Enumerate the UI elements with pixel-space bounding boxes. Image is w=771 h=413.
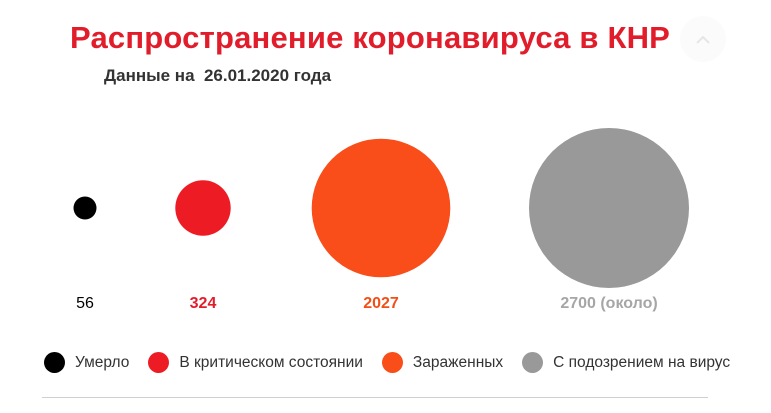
value-label-deaths: 56 (76, 295, 94, 312)
legend-item-critical: В критическом состоянии (148, 352, 363, 373)
legend-label: Умерло (75, 353, 130, 371)
chevron-up-icon (696, 35, 710, 44)
legend-swatch (381, 352, 403, 373)
legend-swatch (522, 352, 544, 373)
chart-legend: Умерло В критическом состоянии Зараженны… (44, 352, 749, 373)
value-label-suspected: 2700 (около) (560, 295, 657, 312)
legend-label: В критическом состоянии (179, 353, 363, 371)
bubble-deaths (73, 196, 97, 220)
bubble-suspected (529, 128, 689, 288)
value-label-critical: 324 (190, 295, 217, 312)
legend-swatch (148, 352, 170, 373)
bubble-critical (175, 180, 231, 236)
legend-swatch (44, 352, 65, 373)
chart-subtitle: Данные на 26.01.2020 года (104, 66, 332, 85)
legend-item-deaths: Умерло (44, 352, 129, 373)
legend-label: С подозрением на вирус (553, 353, 731, 371)
value-label-infected: 2027 (363, 295, 399, 312)
bottom-divider (42, 397, 708, 398)
legend-item-infected: Зараженных (381, 352, 504, 373)
bubble-infected (311, 138, 451, 278)
legend-item-suspected: С подозрением на вирус (522, 352, 730, 373)
scroll-up-button[interactable] (680, 16, 726, 62)
chart-title: Распространение коронавируса в КНР (70, 20, 671, 55)
legend-label: Зараженных (412, 353, 504, 371)
bubble-chart: 56 324 2027 2700 (около) (73, 128, 689, 312)
